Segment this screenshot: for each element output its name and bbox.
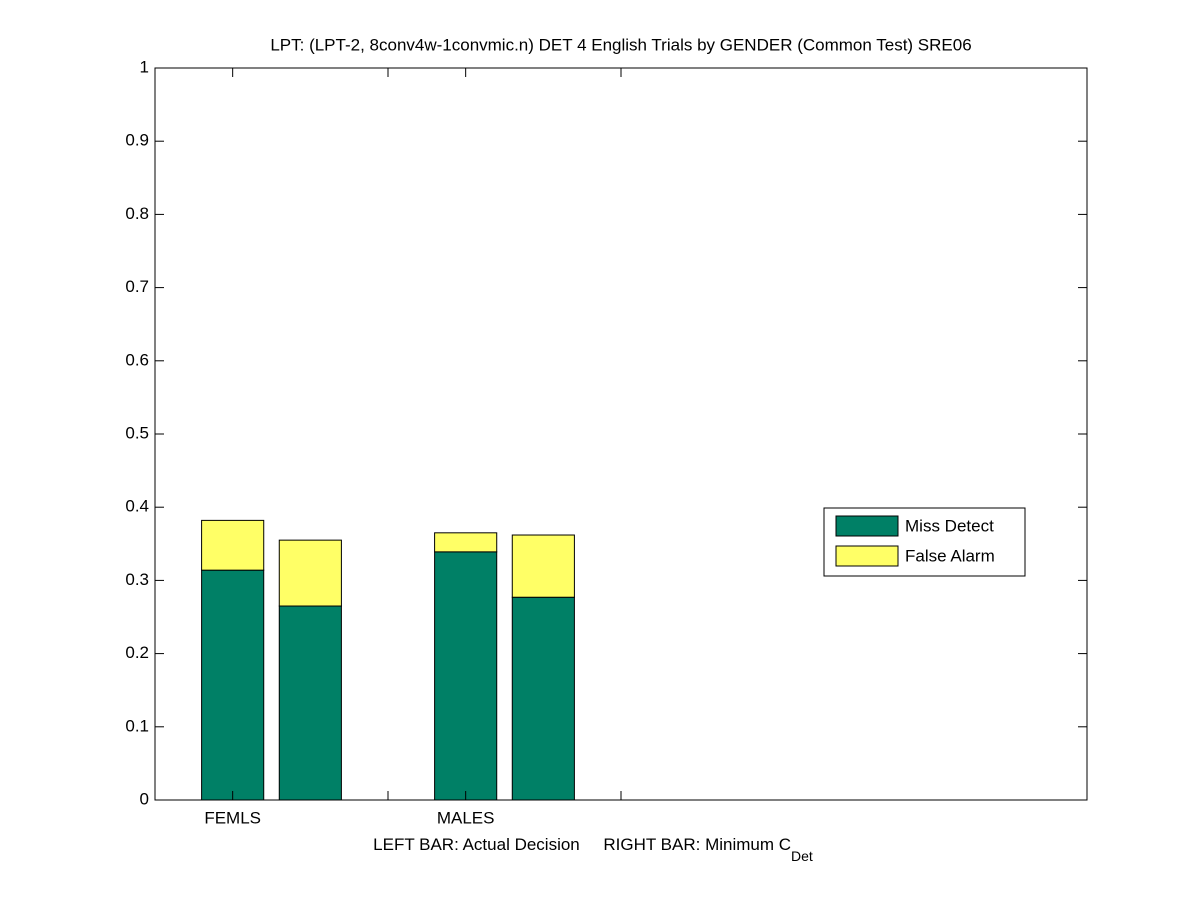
- bar-segment: [278, 539, 342, 607]
- bar-segment: [434, 532, 498, 553]
- y-tick-label: 0.4: [125, 497, 149, 516]
- y-tick-label: 0.6: [125, 350, 149, 369]
- legend-swatch: [835, 545, 899, 567]
- bar-segment: [434, 551, 498, 801]
- y-tick-label: 0.5: [125, 423, 149, 442]
- y-tick-label: 0.3: [125, 570, 149, 589]
- bar-segment: [278, 605, 342, 801]
- bar-segment: [201, 519, 265, 571]
- bar-segment: [511, 596, 575, 801]
- x-axis-label: LEFT BAR: Actual Decision RIGHT BAR: Min…: [373, 835, 813, 863]
- y-tick-label: 0.2: [125, 643, 149, 662]
- y-tick-label: 0.1: [125, 716, 149, 735]
- bar-segment: [201, 569, 265, 801]
- x-tick-label: MALES: [437, 808, 495, 827]
- legend-label: False Alarm: [905, 546, 995, 565]
- chart-title: LPT: (LPT-2, 8conv4w-1convmic.n) DET 4 E…: [270, 35, 971, 54]
- y-tick-label: 0.9: [125, 131, 149, 150]
- legend-label: Miss Detect: [905, 516, 994, 535]
- y-tick-label: 1: [140, 57, 149, 76]
- legend-swatch: [835, 515, 899, 537]
- y-tick-label: 0: [140, 789, 149, 808]
- x-tick-label: FEMLS: [204, 808, 261, 827]
- y-tick-label: 0.7: [125, 277, 149, 296]
- x-axis-label-subscript: Det: [791, 848, 813, 864]
- y-tick-label: 0.8: [125, 204, 149, 223]
- x-axis-label-main: LEFT BAR: Actual Decision RIGHT BAR: Min…: [373, 835, 791, 854]
- bar-segment: [511, 534, 575, 598]
